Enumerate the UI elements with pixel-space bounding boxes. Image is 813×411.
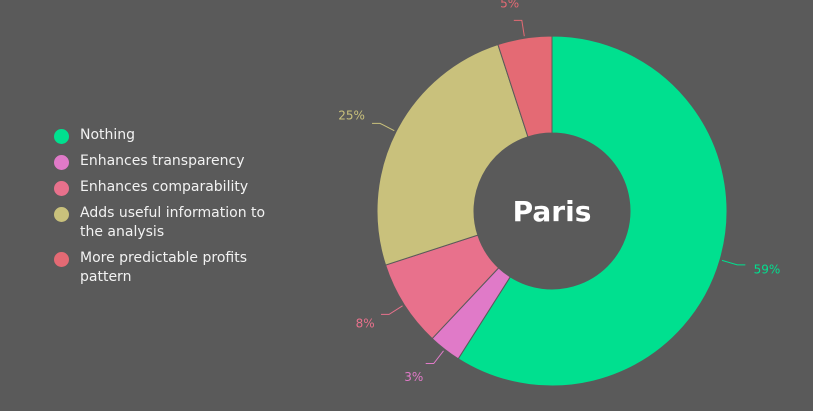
legend-dot-nothing (54, 129, 69, 144)
legend-label-nothing: Nothing (80, 127, 136, 143)
legend-item-adds-useful-information[interactable]: Adds useful information to the analysis (54, 204, 294, 242)
leader-line-0 (721, 259, 746, 266)
legend-label-adds-useful-information: Adds useful information to the analysis (80, 205, 266, 240)
legend-dot-enhances-comparability (54, 181, 69, 196)
pie-slice-3[interactable] (376, 43, 529, 266)
data-label-4: 5% (500, 0, 519, 11)
legend: Nothing Enhances transparency Enhances c… (54, 126, 294, 294)
legend-label-enhances-transparency: Enhances transparency (80, 153, 245, 169)
legend-label-enhances-comparability: Enhances comparability (80, 179, 249, 195)
leader-line-3 (372, 122, 395, 132)
legend-dot-adds-useful-information (54, 207, 69, 222)
data-label-0: 59% (754, 263, 781, 277)
legend-item-nothing[interactable]: Nothing (54, 126, 294, 145)
pie-slice-4[interactable] (497, 35, 553, 138)
leader-line-1 (425, 350, 444, 364)
pie-slice-0[interactable] (457, 35, 728, 387)
leader-line-4 (513, 19, 525, 37)
legend-item-more-predictable-profits[interactable]: More predictable profits pattern (54, 249, 294, 287)
legend-dot-enhances-transparency (54, 155, 69, 170)
center-label: Paris (513, 195, 592, 228)
legend-item-enhances-transparency[interactable]: Enhances transparency (54, 152, 294, 171)
legend-dot-more-predictable-profits (54, 252, 69, 267)
data-label-2: 8% (356, 317, 375, 331)
leader-line-2 (381, 305, 403, 315)
legend-label-more-predictable-profits: More predictable profits pattern (80, 250, 247, 285)
data-label-1: 3% (404, 370, 423, 384)
data-label-3: 25% (338, 109, 365, 123)
legend-item-enhances-comparability[interactable]: Enhances comparability (54, 178, 294, 197)
